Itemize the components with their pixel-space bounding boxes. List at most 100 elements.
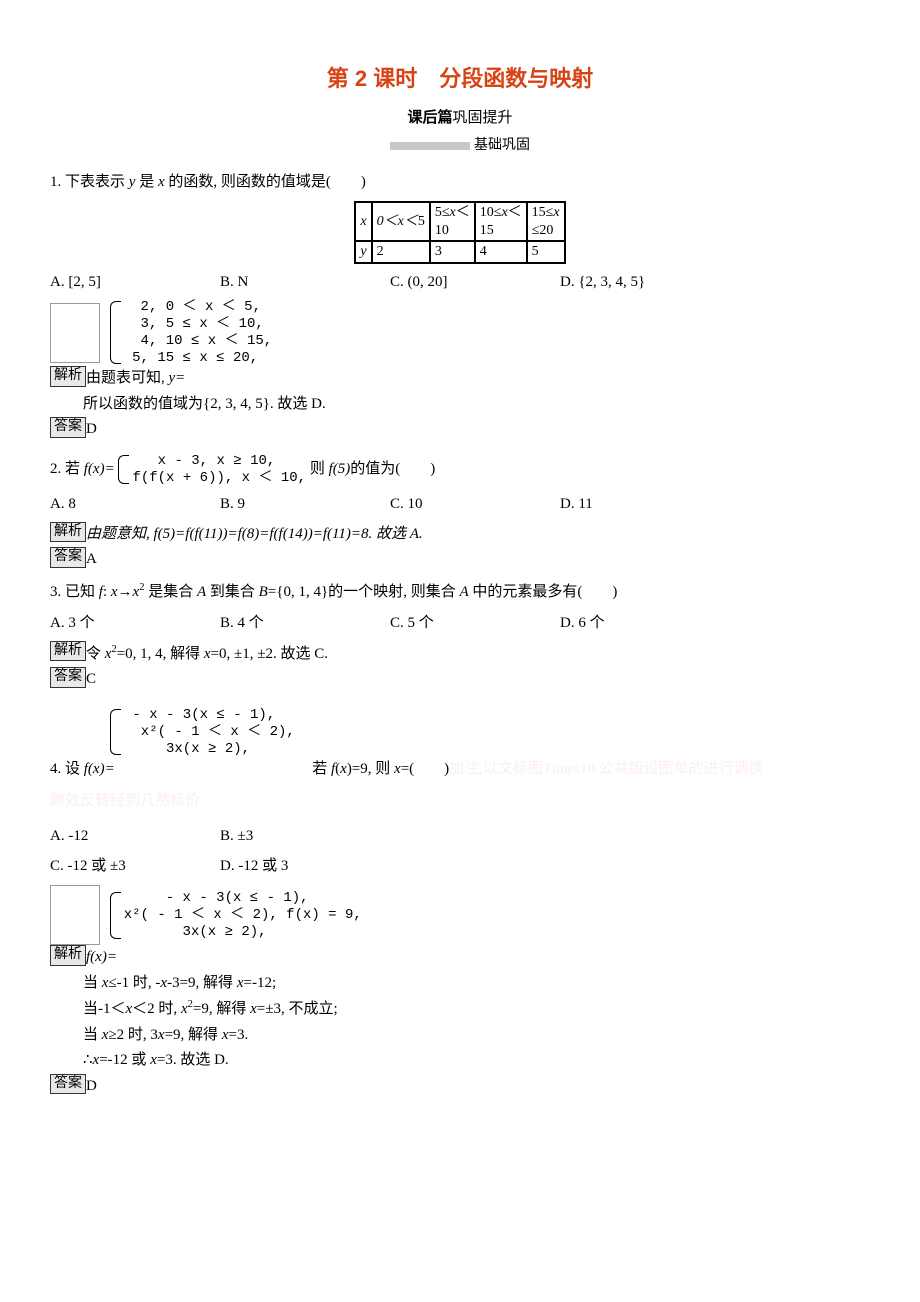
q1-td: 5	[527, 241, 565, 263]
brace-line: x²( - 1 ＜ x ＜ 2), f(x) = 9,	[124, 907, 362, 924]
q2-f5: f(5)	[329, 461, 351, 477]
q1-opt-c: C. (0, 20]	[390, 270, 560, 296]
brace-line: - x - 3(x ≤ - 1),	[124, 707, 295, 724]
q1-th-x: x	[355, 202, 371, 241]
q4-line3: 当 x≥2 时, 3x=9, 解得 x=3.	[83, 1023, 870, 1049]
q3-jiexi: 令 x2=0, 1, 4, 解得 x=0, ±1, ±2. 故选 C.	[86, 646, 328, 662]
answer-label: 答案	[50, 1074, 86, 1094]
q4-options: A. -12 B. ±3	[50, 824, 870, 850]
q4-brace: - x - 3(x ≤ - 1), x²( - 1 ＜ x ＜ 2), 3x(x…	[110, 707, 295, 757]
q2-opt-c: C. 10	[390, 492, 560, 518]
q2-ans: A	[86, 551, 97, 567]
q1-td: 10≤x＜15	[475, 202, 527, 241]
q4-analysis-line: 解析f(x)=	[50, 945, 870, 971]
q4-opt-c: C. -12 或 ±3	[50, 854, 220, 880]
q4-ans: D	[86, 1078, 97, 1094]
q1-td: 3	[430, 241, 475, 263]
question-1: 1. 下表表示 y 是 x 的函数, 则函数的值域是( )	[50, 170, 870, 196]
q1-analysis-block: 2, 0 ＜ x ＜ 5, 3, 5 ≤ x ＜ 10, 4, 10 ≤ x ＜…	[50, 299, 870, 366]
q4-pre: 4. 设	[50, 761, 84, 777]
q1-ans: D	[86, 421, 97, 437]
q3-ans: C	[86, 671, 96, 687]
q4-opt-a: A. -12	[50, 824, 220, 850]
q1-td: 15≤x≤20	[527, 202, 565, 241]
q1-opt-a: A. [2, 5]	[50, 270, 220, 296]
q1-opt-b: B. N	[220, 270, 390, 296]
q4-answer: 答案D	[50, 1074, 870, 1100]
brace-line: 3, 5 ≤ x ＜ 10,	[124, 316, 272, 333]
brace-line: 3x(x ≥ 2),	[124, 924, 362, 941]
ghost-text-2: 颜效反转经到几然标价	[50, 789, 870, 815]
brace-line: 3x(x ≥ 2),	[124, 741, 295, 758]
empty-box-icon	[50, 885, 100, 945]
q4-opt-d: D. -12 或 3	[220, 854, 390, 880]
q1-analysis-line: 解析由题表可知, y=	[50, 366, 870, 392]
brace-line: 5, 15 ≤ x ≤ 20,	[124, 350, 272, 367]
answer-label: 答案	[50, 417, 86, 437]
q4-line4: ∴x=-12 或 x=3. 故选 D.	[83, 1048, 870, 1074]
q1-table: x 0＜x＜5 5≤x＜10 10≤x＜15 15≤x≤20 y 2 3 4 5	[354, 201, 565, 264]
q4-line2: 当-1＜x＜2 时, x2=9, 解得 x=±3, 不成立;	[83, 996, 870, 1023]
q1-brace: 2, 0 ＜ x ＜ 5, 3, 5 ≤ x ＜ 10, 4, 10 ≤ x ＜…	[110, 299, 272, 366]
q4-options-2: C. -12 或 ±3 D. -12 或 3	[50, 854, 870, 880]
q1-jiexi-pre: 由题表可知,	[86, 370, 169, 386]
brace-line: 2, 0 ＜ x ＜ 5,	[124, 299, 272, 316]
brace-line: x²( - 1 ＜ x ＜ 2),	[124, 724, 295, 741]
q3-options: A. 3 个 B. 4 个 C. 5 个 D. 6 个	[50, 611, 870, 637]
answer-label: 答案	[50, 547, 86, 567]
q2-brace: x - 3, x ≥ 10, f(f(x + 6)), x ＜ 10,	[118, 453, 306, 487]
brace-line: f(f(x + 6)), x ＜ 10,	[132, 470, 306, 487]
q3-opt-b: B. 4 个	[220, 611, 390, 637]
q2-pre: 2. 若	[50, 461, 84, 477]
q3-opt-d: D. 6 个	[560, 611, 730, 637]
q2-answer: 答案A	[50, 547, 870, 573]
q4-brace2: - x - 3(x ≤ - 1), x²( - 1 ＜ x ＜ 2), f(x)…	[110, 890, 362, 940]
empty-box-icon	[50, 303, 100, 363]
q2-opt-b: B. 9	[220, 492, 390, 518]
q2-fx: f(x)=	[84, 461, 115, 477]
q3-answer: 答案C	[50, 667, 870, 693]
q2-tail1: 则	[310, 461, 329, 477]
question-3: 3. 已知 f: x→x2 是集合 A 到集合 B={0, 1, 4}的一个映射…	[50, 579, 870, 606]
q4-line1: 当 x≤-1 时, -x-3=9, 解得 x=-12;	[83, 971, 870, 997]
brace-line: - x - 3(x ≤ - 1),	[124, 890, 362, 907]
brace-line: 4, 10 ≤ x ＜ 15,	[124, 333, 272, 350]
q2-opt-d: D. 11	[560, 492, 730, 518]
q2-jiexi: 由题意知, f(5)=f(f(11))=f(8)=f(f(14))=f(11)=…	[86, 526, 423, 542]
q1-jiexi-y: y=	[169, 370, 186, 386]
subtitle: 课后篇巩固提升	[50, 105, 870, 132]
q1-mid1: 是	[135, 174, 158, 190]
q4-jiexi-fx: f(x)=	[86, 949, 117, 965]
analysis-label: 解析	[50, 366, 86, 386]
analysis-label: 解析	[50, 641, 86, 661]
q1-td: 4	[475, 241, 527, 263]
q1-options: A. [2, 5] B. N C. (0, 20] D. {2, 3, 4, 5…	[50, 270, 870, 296]
q1-td: 0＜x＜5	[372, 202, 430, 241]
answer-label: 答案	[50, 667, 86, 687]
q2-analysis: 解析由题意知, f(5)=f(f(11))=f(8)=f(f(14))=f(11…	[50, 522, 870, 548]
lesson-title: 第 2 课时 分段函数与映射	[50, 60, 870, 97]
q1-answer: 答案D	[50, 417, 870, 443]
q3-stem: 3. 已知 f: x→x2 是集合 A 到集合 B={0, 1, 4}的一个映射…	[50, 584, 617, 600]
q2-tail2: 的值为( )	[350, 461, 435, 477]
q1-th-y: y	[355, 241, 371, 263]
q1-td: 5≤x＜10	[430, 202, 475, 241]
q4-analysis-block: - x - 3(x ≤ - 1), x²( - 1 ＜ x ＜ 2), f(x)…	[50, 885, 870, 945]
jichu-text: 基础巩固	[474, 138, 530, 153]
q4-mid: 若 f(x)=9, 则 x=( )	[312, 761, 449, 777]
brace-line: x - 3, x ≥ 10,	[132, 453, 306, 470]
q1-mid2: 的函数, 则函数的值域是( )	[165, 174, 366, 190]
analysis-label: 解析	[50, 945, 86, 965]
grey-bar-icon	[390, 142, 470, 150]
section-bar: 基础巩固	[50, 134, 870, 158]
q1-jiexi-tail: 所以函数的值域为{2, 3, 4, 5}. 故选 D.	[83, 392, 870, 418]
ghost-text: 加注,以文标图Times10.公共版设图单的进行调换	[449, 761, 763, 777]
q2-options: A. 8 B. 9 C. 10 D. 11	[50, 492, 870, 518]
question-4: - x - 3(x ≤ - 1), x²( - 1 ＜ x ＜ 2), 3x(x…	[50, 707, 870, 783]
q3-opt-a: A. 3 个	[50, 611, 220, 637]
q4-opt-b: B. ±3	[220, 824, 390, 850]
q1-td: 2	[372, 241, 430, 263]
q3-opt-c: C. 5 个	[390, 611, 560, 637]
q4-fx: f(x)=	[84, 761, 115, 777]
q1-opt-d: D. {2, 3, 4, 5}	[560, 270, 730, 296]
